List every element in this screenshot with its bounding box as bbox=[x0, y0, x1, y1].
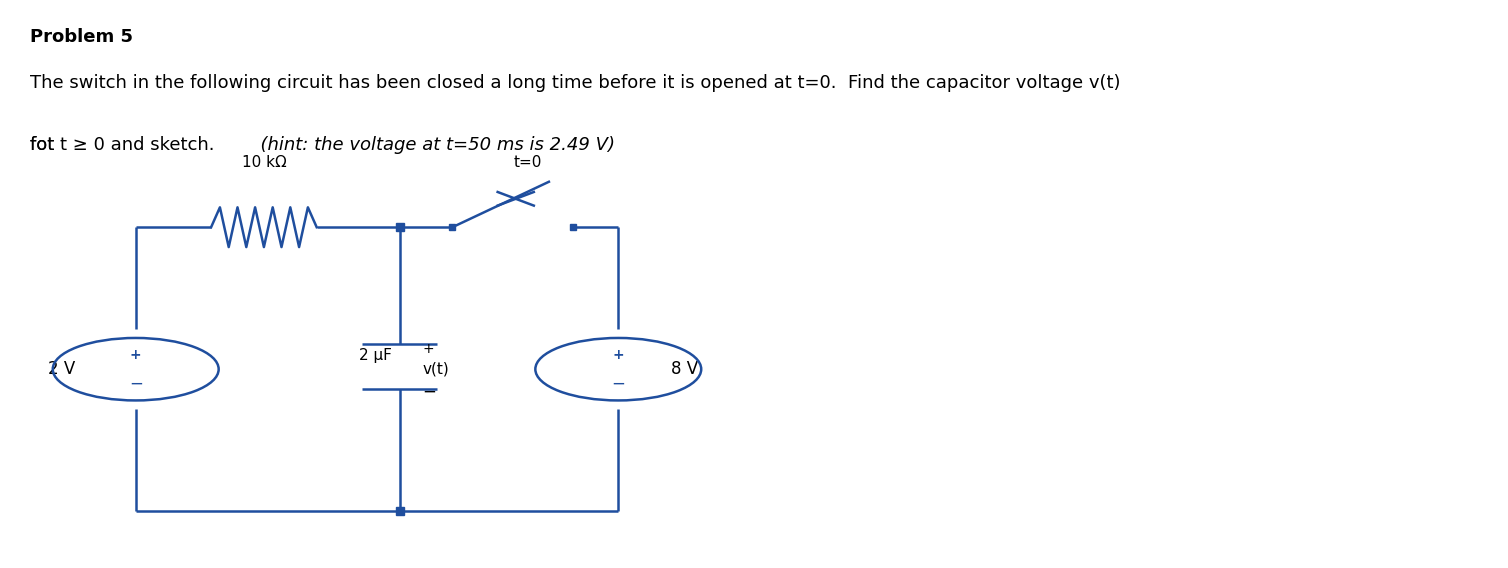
Text: t=0: t=0 bbox=[514, 156, 541, 170]
Text: Problem 5: Problem 5 bbox=[30, 28, 133, 47]
Text: 2 V: 2 V bbox=[48, 360, 75, 378]
Text: The switch in the following circuit has been closed a long time before it is ope: The switch in the following circuit has … bbox=[30, 74, 1120, 92]
Text: fot: fot bbox=[30, 136, 60, 154]
Text: −: − bbox=[422, 383, 436, 401]
Text: +: + bbox=[130, 348, 142, 362]
Text: 8 V: 8 V bbox=[671, 360, 698, 378]
Text: +: + bbox=[422, 343, 434, 356]
Text: 10 kΩ: 10 kΩ bbox=[241, 156, 287, 170]
Text: +: + bbox=[612, 348, 624, 362]
Text: −: − bbox=[611, 374, 626, 392]
Text: (hint: the voltage at t=50 ms is 2.49 V): (hint: the voltage at t=50 ms is 2.49 V) bbox=[249, 136, 615, 154]
Text: fot t ≥ 0 and sketch.: fot t ≥ 0 and sketch. bbox=[30, 136, 214, 154]
Text: 2 μF: 2 μF bbox=[359, 348, 392, 362]
Text: −: − bbox=[128, 374, 143, 392]
Text: v(t): v(t) bbox=[422, 362, 449, 377]
